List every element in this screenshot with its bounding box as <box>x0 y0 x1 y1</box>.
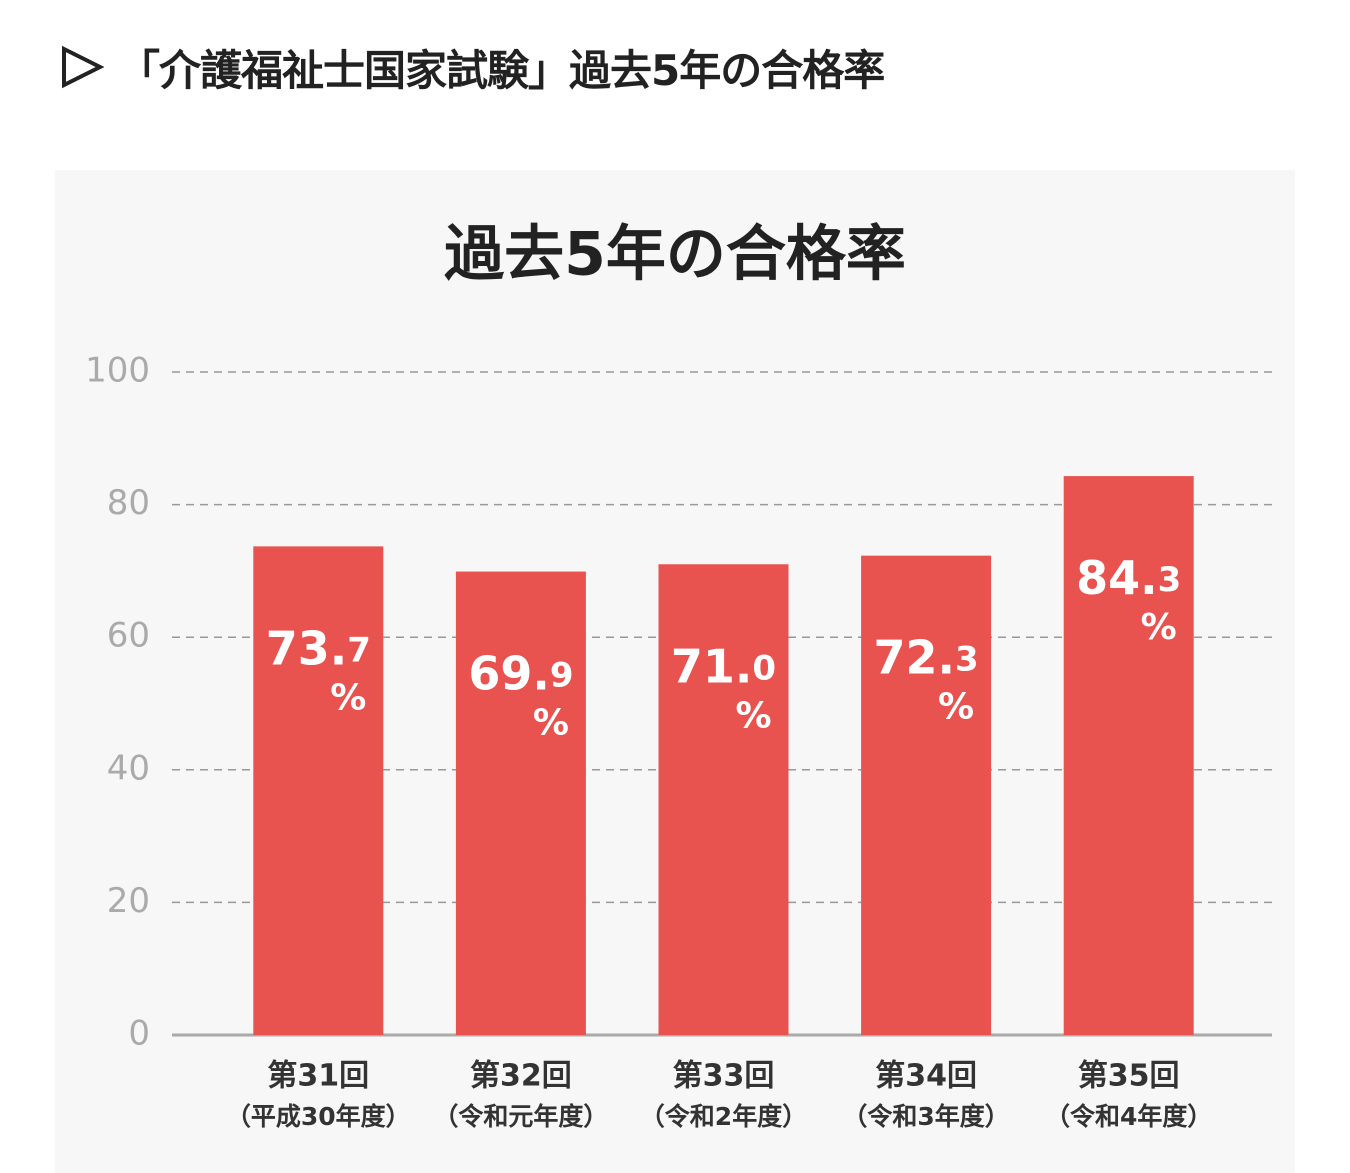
x-tick-sublabel: （令和元年度） <box>433 1102 608 1131</box>
value-label: 73.7% <box>266 621 371 719</box>
x-tick-sublabel: （令和4年度） <box>1045 1102 1212 1131</box>
x-tick-sublabel: （令和2年度） <box>640 1102 807 1131</box>
heading: 「介護福祉士国家試験」過去5年の合格率 <box>60 32 885 102</box>
bar <box>253 546 384 1035</box>
y-tick-label: 40 <box>107 748 150 788</box>
y-tick-label: 60 <box>107 616 150 656</box>
value-label: 69.9% <box>468 646 573 744</box>
heading-text: 「介護福祉士国家試験」過去5年の合格率 <box>118 45 885 95</box>
value-label: 71.0% <box>671 639 776 737</box>
value-label: 84.3% <box>1076 551 1181 649</box>
x-tick-sublabel: （平成30年度） <box>226 1102 411 1131</box>
y-tick-label: 0 <box>128 1014 150 1054</box>
x-tick-label: 第31回 <box>267 1059 369 1094</box>
bar <box>658 564 789 1035</box>
value-label: 72.3% <box>874 630 979 728</box>
y-tick-label: 100 <box>85 351 150 391</box>
chart-title: 過去5年の合格率 <box>444 220 906 290</box>
x-tick-label: 第35回 <box>1078 1059 1180 1094</box>
bar <box>861 555 992 1035</box>
bar <box>1063 476 1194 1035</box>
heading-icon <box>62 45 104 89</box>
x-tick-label: 第34回 <box>875 1059 977 1094</box>
x-tick-label: 第32回 <box>470 1059 572 1094</box>
y-tick-label: 80 <box>107 483 150 523</box>
x-tick-sublabel: （令和3年度） <box>842 1102 1009 1131</box>
y-tick-label: 20 <box>107 881 150 921</box>
bar <box>455 571 586 1035</box>
x-tick-label: 第33回 <box>673 1059 775 1094</box>
